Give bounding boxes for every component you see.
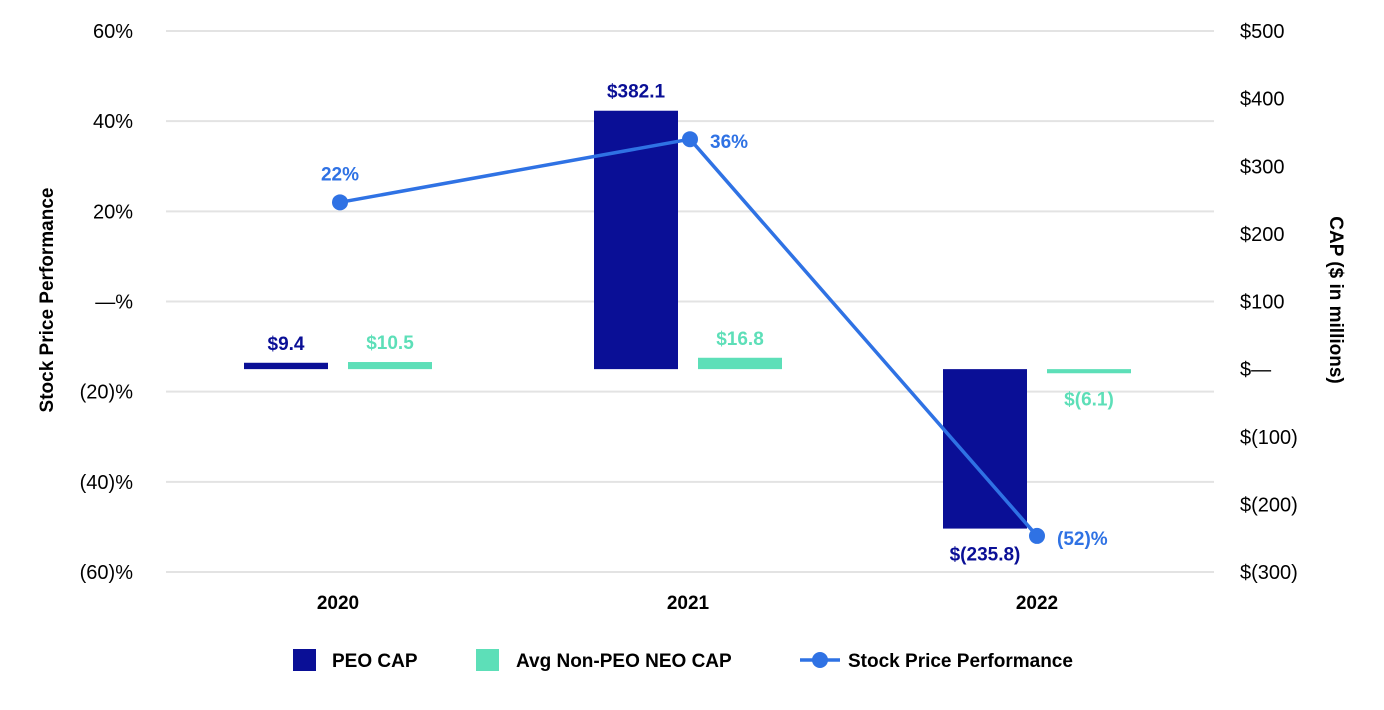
- left-tick-label: 20%: [93, 201, 133, 223]
- right-tick-label: $100: [1240, 292, 1285, 314]
- peo-cap-label: $(235.8): [950, 545, 1021, 566]
- legend-swatch-neo-cap: [476, 649, 499, 671]
- peo-cap-label: $9.4: [268, 334, 305, 355]
- gridlines: [166, 30, 1214, 573]
- left-tick-label: 60%: [93, 21, 133, 43]
- stock-performance-label: 36%: [710, 132, 748, 153]
- peo-cap-label: $382.1: [607, 82, 666, 103]
- left-tick-label: (60)%: [80, 562, 134, 584]
- right-tick-label: $200: [1240, 224, 1285, 246]
- left-tick-label: (40)%: [80, 472, 134, 494]
- x-tick-label: 2020: [317, 593, 359, 614]
- right-tick-label: $(100): [1240, 427, 1298, 449]
- neo-cap-bar: [698, 357, 782, 370]
- x-tick-label: 2021: [667, 593, 710, 614]
- right-tick-label: $(300): [1240, 562, 1298, 584]
- bars: [244, 110, 1131, 529]
- x-tick-label: 2022: [1016, 593, 1058, 614]
- legend-label-neo-cap: Avg Non-PEO NEO CAP: [516, 651, 732, 672]
- right-tick-label: $300: [1240, 156, 1285, 178]
- legend-label-peo-cap: PEO CAP: [332, 651, 418, 672]
- left-tick-label: —%: [95, 292, 133, 314]
- stock-performance-point: [1029, 527, 1045, 544]
- peo-cap-bar: [244, 362, 328, 370]
- neo-cap-label: $16.8: [716, 329, 764, 350]
- left-tick-label: 40%: [93, 111, 133, 133]
- right-tick-label: $(200): [1240, 494, 1298, 516]
- stock-performance-label: 22%: [321, 164, 359, 185]
- x-axis-ticks: 2020 2021 2022: [317, 593, 1058, 614]
- legend: PEO CAP Avg Non-PEO NEO CAP Stock Price Pe…: [293, 649, 1073, 672]
- right-tick-label: $500: [1240, 21, 1285, 43]
- left-axis-ticks: 60% 40% 20% —% (20)% (40)% (60)%: [80, 21, 134, 584]
- right-axis-ticks: $500 $400 $300 $200 $100 $— $(100) $(200) $(300): [1240, 21, 1298, 584]
- stock-performance-point: [682, 131, 698, 148]
- right-tick-label: $—: [1240, 359, 1271, 381]
- left-tick-label: (20)%: [80, 382, 134, 404]
- stock-performance-point: [332, 194, 348, 211]
- stock-performance-label: (52)%: [1057, 529, 1108, 550]
- stock-performance-line: [339, 137, 1039, 538]
- legend-swatch-peo-cap: [293, 649, 316, 671]
- neo-cap-label: $10.5: [366, 333, 414, 354]
- peo-cap-bar: [943, 369, 1027, 529]
- right-axis-title: CAP ($ in millions): [1325, 216, 1346, 384]
- neo-cap-bar: [1047, 369, 1131, 374]
- legend-marker-stock: [812, 652, 828, 668]
- bar-labels: $9.4 $382.1 $(235.8) $10.5 $16.8 $(6.1): [268, 82, 1114, 566]
- neo-cap-bar: [348, 362, 432, 370]
- right-tick-label: $400: [1240, 89, 1285, 111]
- stock-line-layer: 22% 36% (52)%: [321, 131, 1108, 550]
- left-axis-title: Stock Price Performance: [37, 188, 58, 413]
- legend-label-stock: Stock Price Performance: [848, 651, 1073, 672]
- neo-cap-label: $(6.1): [1064, 389, 1114, 410]
